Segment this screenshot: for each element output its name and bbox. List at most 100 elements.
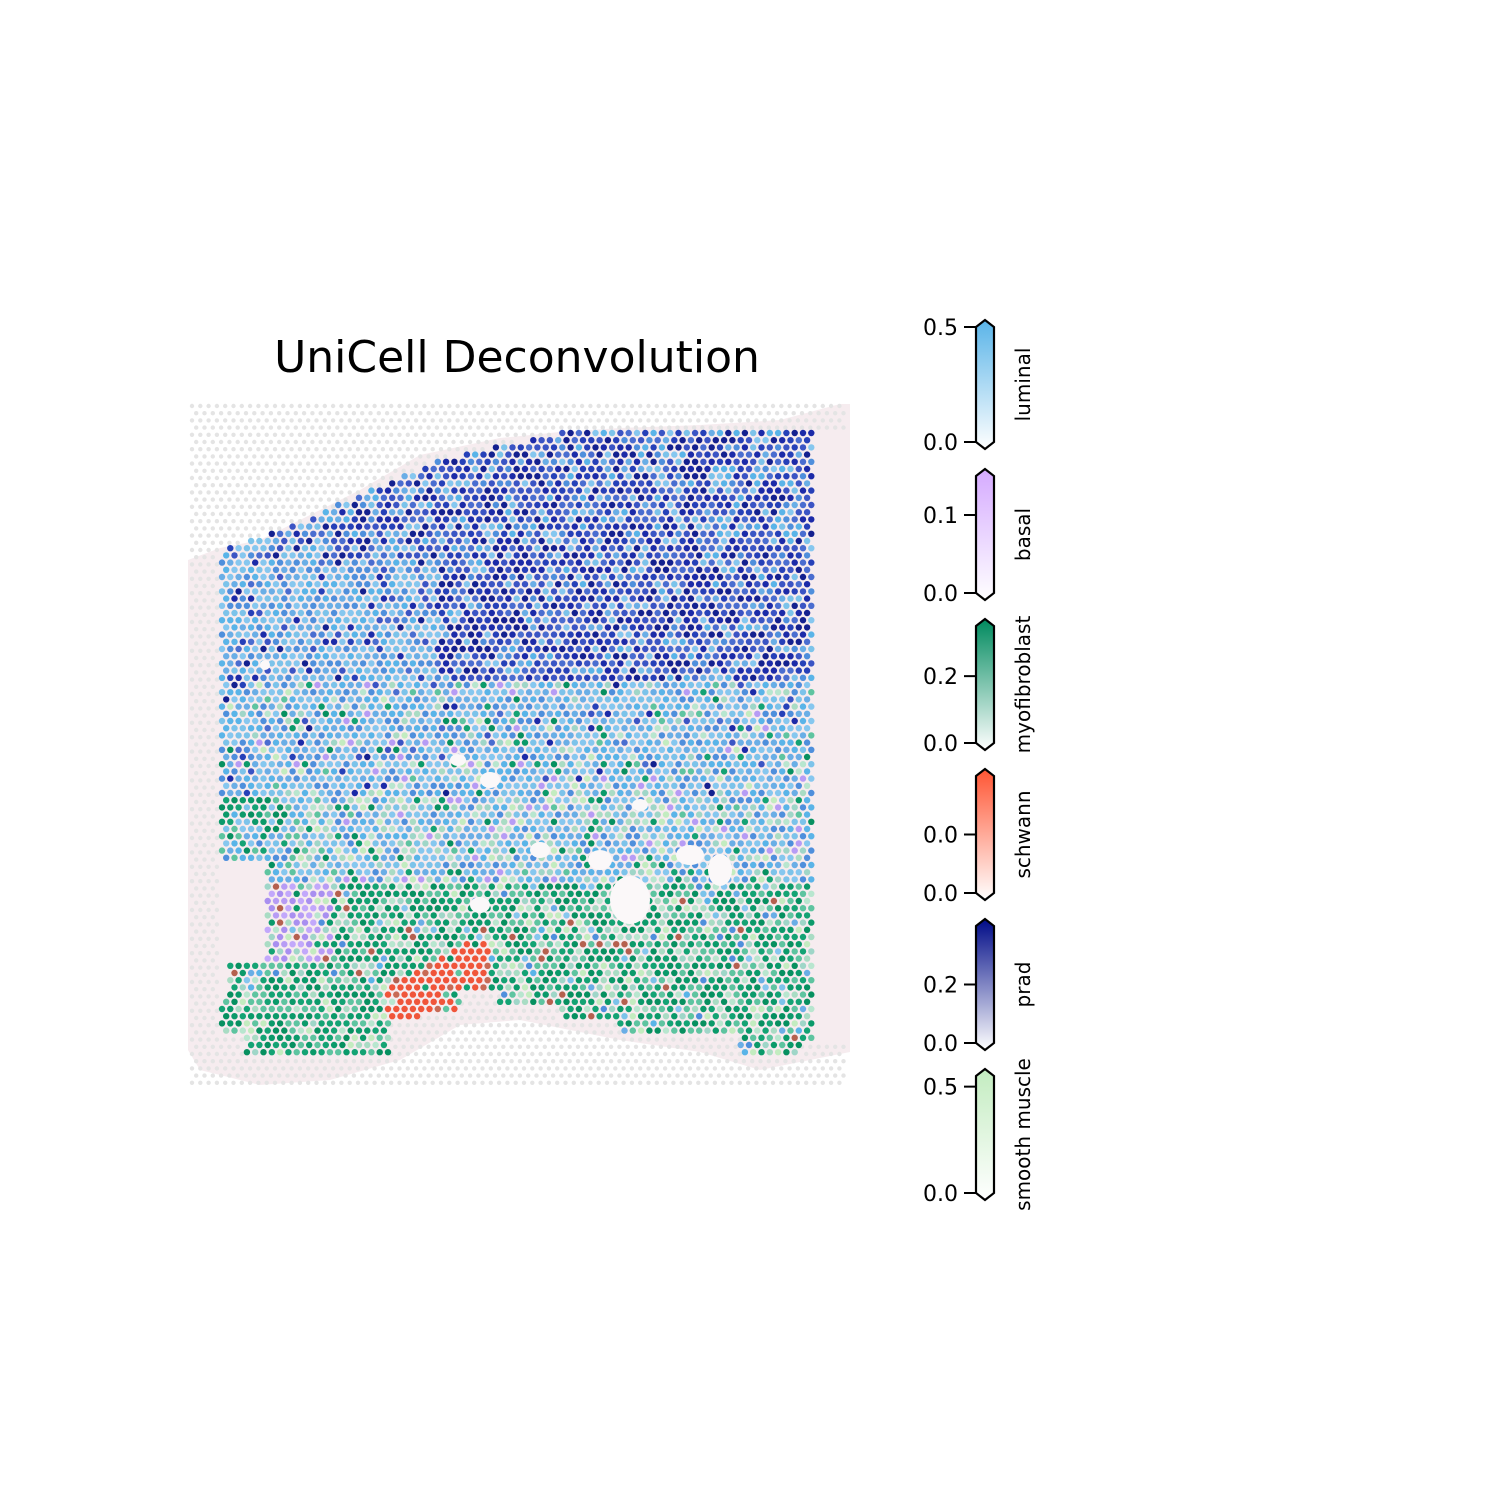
background-spot xyxy=(214,936,220,941)
background-spot xyxy=(194,727,199,733)
spot xyxy=(530,768,537,775)
background-spot xyxy=(194,483,199,488)
spot xyxy=(434,761,441,768)
spot xyxy=(260,804,267,811)
background-spot xyxy=(239,475,244,481)
spot xyxy=(488,523,495,530)
spot xyxy=(318,717,325,725)
background-spot xyxy=(555,1051,560,1057)
spot xyxy=(355,566,363,573)
spot xyxy=(306,595,313,602)
background-spot xyxy=(675,1073,680,1078)
spot xyxy=(368,617,375,624)
spot xyxy=(322,566,329,573)
background-spot xyxy=(401,1030,406,1035)
background-spot xyxy=(218,454,224,459)
spot xyxy=(799,458,807,465)
spot xyxy=(451,660,458,667)
spot xyxy=(492,660,500,667)
background-spot xyxy=(264,432,269,437)
spot xyxy=(272,782,280,789)
spot xyxy=(683,559,690,566)
spot xyxy=(629,566,636,573)
spot xyxy=(729,581,736,588)
spot xyxy=(555,710,562,717)
background-spot xyxy=(322,504,327,509)
spot xyxy=(646,753,653,761)
spot xyxy=(596,725,603,732)
background-spot xyxy=(459,1015,464,1021)
background-spot xyxy=(521,1037,527,1042)
spot xyxy=(351,804,358,811)
background-spot xyxy=(596,1037,601,1042)
spot xyxy=(617,717,624,725)
spot xyxy=(467,516,475,523)
spot xyxy=(559,804,566,811)
spot xyxy=(243,761,251,768)
background-spot xyxy=(202,972,207,977)
spot xyxy=(530,739,537,746)
spot xyxy=(517,761,524,768)
spot xyxy=(604,681,612,689)
spot xyxy=(762,782,769,789)
spot xyxy=(451,516,458,523)
background-spot xyxy=(306,432,311,437)
background-spot xyxy=(443,425,448,430)
spot xyxy=(683,487,690,494)
spot xyxy=(467,573,475,581)
spot xyxy=(455,681,462,689)
background-spot xyxy=(638,1051,643,1057)
spot xyxy=(675,530,682,537)
background-spot xyxy=(206,1037,211,1042)
spot xyxy=(600,717,607,725)
spot xyxy=(712,638,719,645)
background-spot xyxy=(202,886,207,891)
spot xyxy=(546,465,554,473)
spot xyxy=(231,811,238,818)
spot xyxy=(455,811,462,818)
spot xyxy=(501,501,508,509)
spot xyxy=(795,480,802,487)
spot xyxy=(484,761,491,768)
spot xyxy=(256,566,263,573)
spot xyxy=(679,465,686,473)
spot xyxy=(401,516,408,523)
background-spot xyxy=(401,1059,406,1064)
spot xyxy=(720,465,728,473)
spot xyxy=(496,638,504,645)
background-spot xyxy=(376,468,381,473)
background-spot xyxy=(231,533,236,538)
spot xyxy=(762,768,769,775)
background-spot xyxy=(189,706,195,711)
spot xyxy=(231,768,238,775)
background-spot xyxy=(397,1051,402,1057)
background-spot xyxy=(654,1037,659,1042)
spot xyxy=(658,746,666,753)
background-spot xyxy=(409,1044,415,1050)
spot xyxy=(330,595,338,602)
background-spot xyxy=(654,1051,659,1057)
spot xyxy=(426,617,433,624)
spot xyxy=(472,681,479,689)
spot xyxy=(758,602,765,609)
background-spot xyxy=(384,1059,390,1064)
spot xyxy=(791,732,798,739)
spot xyxy=(264,653,271,660)
spot xyxy=(584,458,591,465)
spot xyxy=(314,797,321,804)
spot xyxy=(671,710,678,717)
spot xyxy=(679,653,686,660)
spot xyxy=(716,732,724,739)
background-spot xyxy=(492,439,498,445)
spot xyxy=(542,789,549,797)
spot xyxy=(613,782,620,789)
spot xyxy=(484,717,491,725)
spot xyxy=(654,782,661,789)
background-spot xyxy=(555,1008,560,1013)
spot xyxy=(650,573,657,581)
spot xyxy=(650,487,657,494)
background-spot xyxy=(202,511,207,517)
spot xyxy=(409,732,417,739)
background-spot xyxy=(202,958,207,963)
background-spot xyxy=(513,1066,518,1071)
